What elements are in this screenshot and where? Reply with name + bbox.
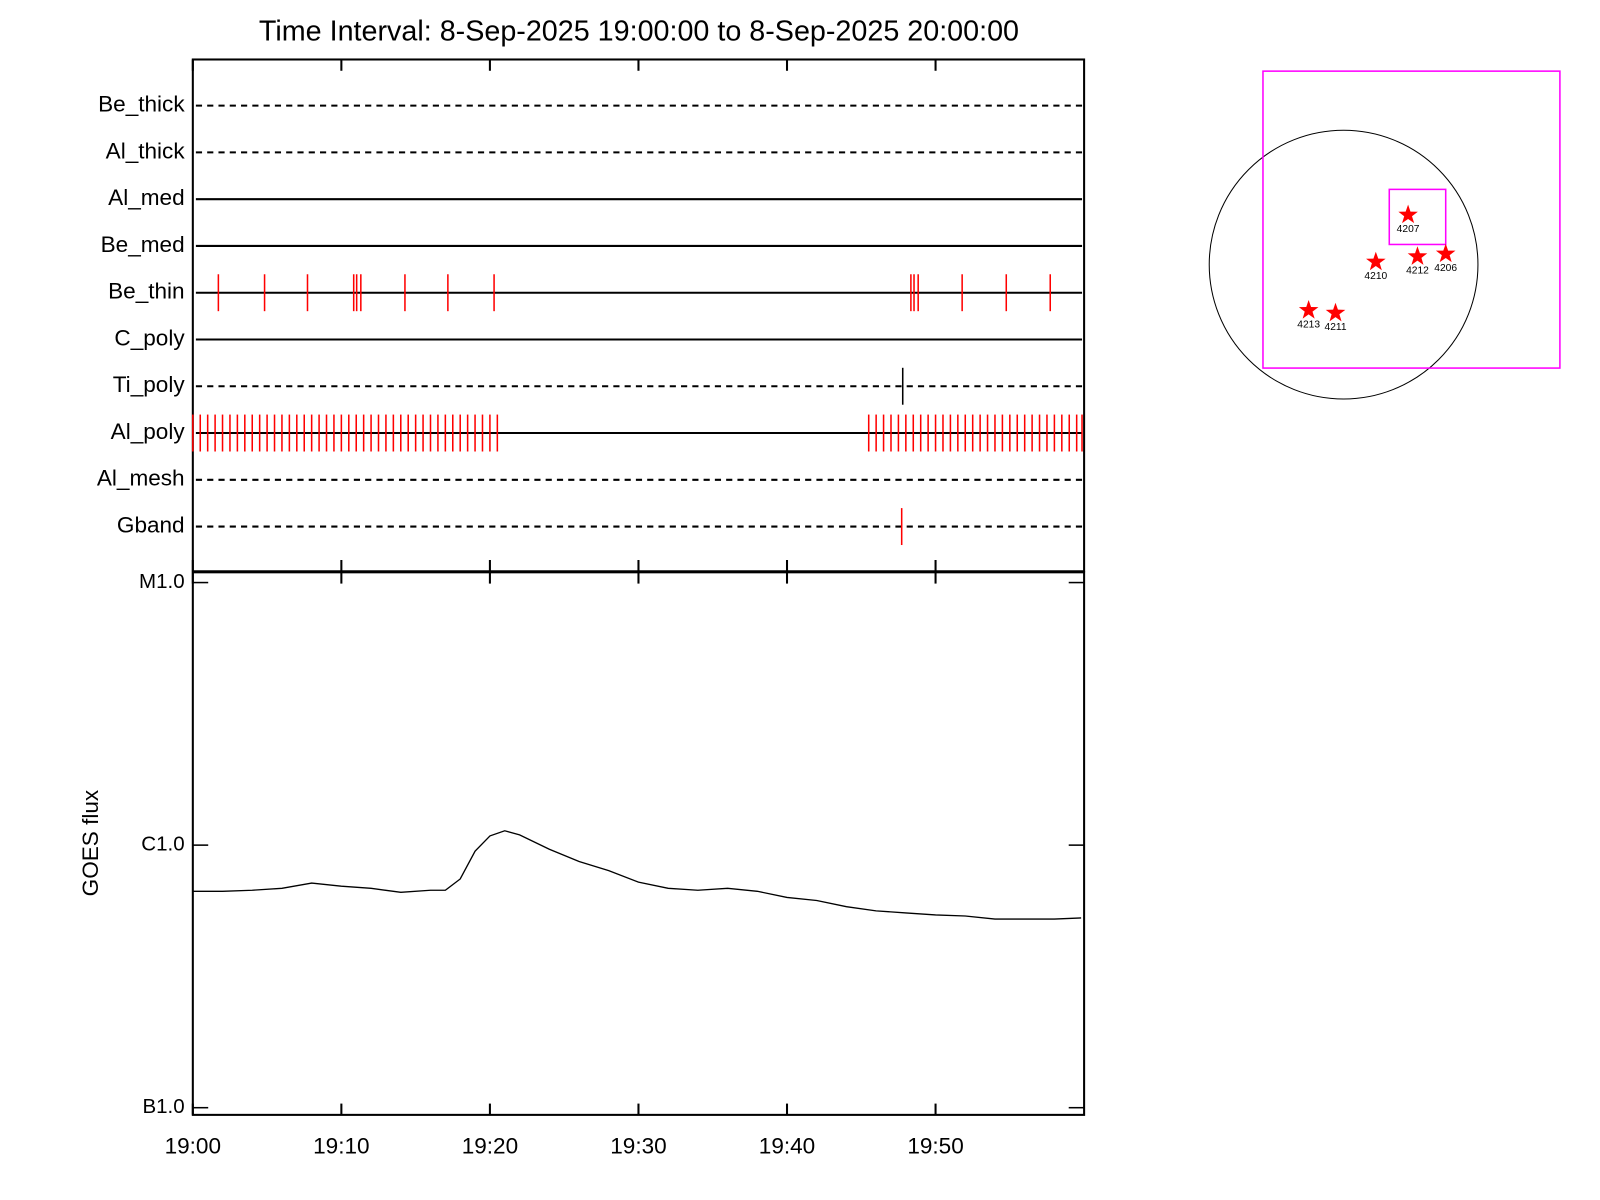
goes-panel-frame [191,571,1086,1116]
y-tick-label: B1.0 [142,1095,184,1118]
row-label: Gband [117,513,185,538]
x-tick-label: 19:40 [759,1134,815,1159]
event-panel-frame [191,58,1086,573]
row-label: Al_med [108,185,184,210]
region-star [1366,251,1386,271]
x-tick-label: 19:50 [907,1134,963,1159]
x-tick-label: 19:20 [462,1134,518,1159]
y-tick-label: M1.0 [139,570,185,593]
flux-line [192,830,1082,920]
field-of-view-box [1262,70,1561,369]
region-label: 4213 [1297,319,1320,330]
y-tick-label: C1.0 [141,833,184,856]
region-label: 4206 [1434,263,1457,274]
region-star [1407,246,1428,265]
row-label: C_poly [114,325,185,350]
row-label: Be_thin [108,279,184,304]
row-label: Be_thick [98,92,185,117]
row-label: Al_thick [106,138,186,163]
region-label: 4212 [1406,266,1429,277]
x-tick-label: 19:10 [313,1134,369,1159]
row-label: Be_med [101,232,185,257]
region-label: 4210 [1364,271,1387,282]
region-star [1435,243,1456,263]
row-label: Al_poly [111,419,186,444]
x-tick-label: 19:00 [165,1134,221,1159]
row-label: Ti_poly [113,372,186,397]
solar-disk [1208,129,1479,400]
field-of-view-box [1388,188,1447,246]
region-star [1398,204,1418,224]
region-star [1298,300,1319,319]
region-label: 4207 [1397,224,1420,235]
y-axis-label: GOES flux [78,789,103,896]
x-tick-label: 19:30 [610,1134,666,1159]
row-label: Al_mesh [97,466,185,491]
chart-title: Time Interval: 8-Sep-2025 19:00:00 to 8-… [259,15,1019,47]
region-label: 4211 [1325,322,1347,333]
region-star [1325,302,1346,322]
